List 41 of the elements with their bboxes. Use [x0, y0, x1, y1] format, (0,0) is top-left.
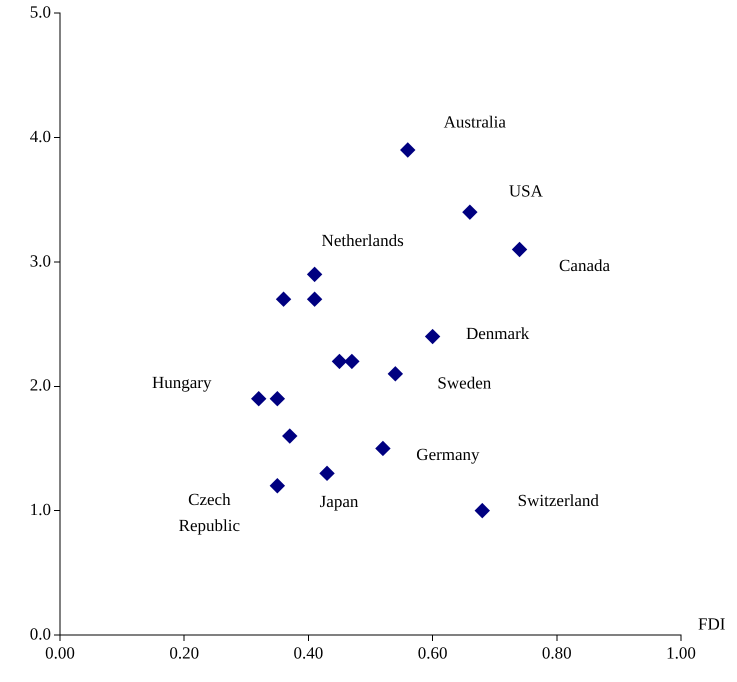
point: [375, 440, 390, 456]
annotation: Sweden: [437, 373, 492, 392]
point: [270, 478, 285, 494]
y-tick-label: 3.0: [30, 251, 51, 270]
point: [344, 354, 360, 369]
point: [270, 391, 285, 406]
point: [320, 466, 335, 481]
point: [425, 329, 440, 344]
annotation: Germany: [416, 444, 480, 464]
x-tick-label: 0.60: [418, 644, 448, 663]
point: [307, 266, 322, 282]
point: [512, 242, 528, 257]
x-tick-label: 0.40: [294, 644, 324, 663]
x-axis-title: FDI: [698, 614, 726, 634]
point: [276, 292, 292, 307]
point: [388, 366, 403, 382]
annotation: Hungary: [152, 373, 212, 392]
x-tick-label: 1.00: [666, 644, 696, 663]
x-tick-label: 0.00: [45, 644, 75, 663]
y-tick-label: 0.0: [30, 624, 51, 644]
annotation: Australia: [444, 112, 506, 132]
point: [474, 503, 490, 518]
x-tick-label: 0.80: [542, 644, 572, 663]
y-tick-label: 2.0: [30, 376, 51, 395]
annotation: USA: [508, 182, 544, 201]
y-tick-label: 5.0: [30, 2, 51, 22]
point: [307, 292, 322, 307]
annotation: Czech Republic: [178, 490, 240, 536]
x-tick-label: 0.20: [169, 644, 200, 663]
point: [332, 354, 347, 369]
point: [251, 391, 266, 406]
annotation: Denmark: [466, 324, 530, 344]
annotation: Canada: [559, 256, 610, 275]
point: [462, 204, 478, 220]
annotation: Netherlands: [322, 230, 404, 250]
point: [282, 428, 298, 444]
y-tick-label: 4.0: [30, 127, 51, 146]
y-tick-label: 1.0: [30, 500, 51, 520]
annotation: Switzerland: [518, 491, 600, 510]
annotation: Japan: [320, 492, 359, 511]
point: [400, 142, 416, 158]
